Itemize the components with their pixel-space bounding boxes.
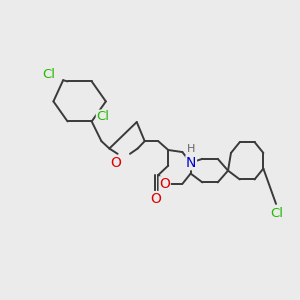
Text: O: O	[110, 156, 121, 170]
Text: Cl: Cl	[270, 207, 283, 220]
Text: Cl: Cl	[96, 110, 110, 123]
Text: O: O	[159, 177, 170, 191]
Text: H: H	[187, 144, 195, 154]
Text: O: O	[150, 192, 161, 206]
Text: N: N	[186, 156, 196, 170]
Text: Cl: Cl	[42, 68, 55, 81]
